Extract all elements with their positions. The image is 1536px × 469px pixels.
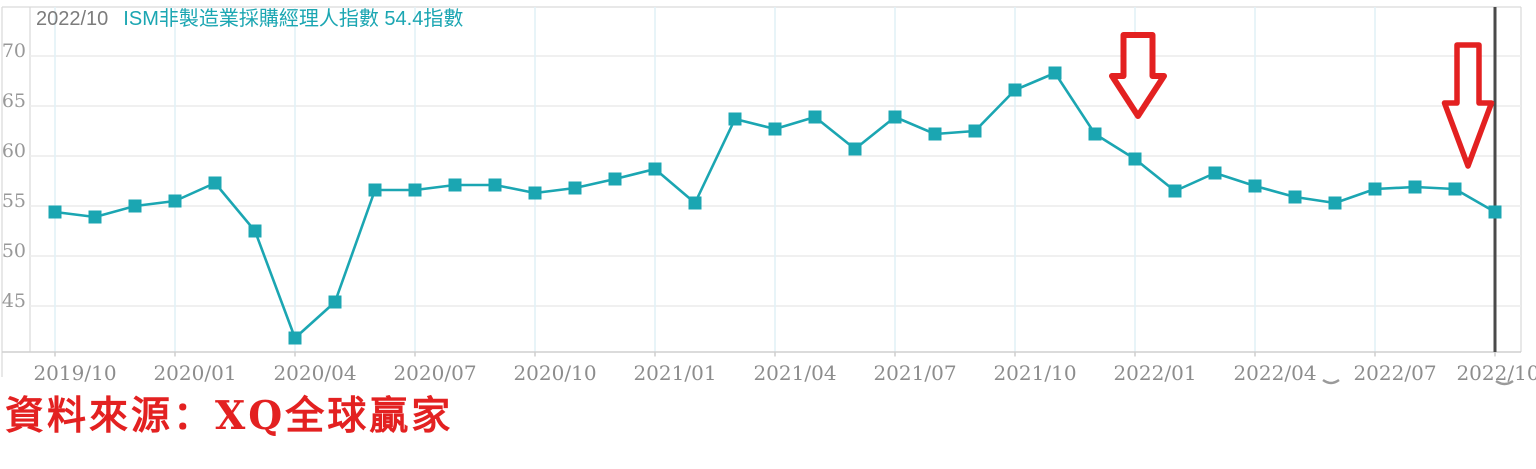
data-point-marker — [1488, 205, 1502, 219]
x-axis-label: 2021/10 — [993, 361, 1077, 385]
data-point-marker — [1208, 166, 1222, 180]
data-point-marker — [408, 183, 422, 197]
x-axis-label: 2022/07 — [1353, 361, 1437, 385]
y-axis-label: 55 — [1, 190, 26, 212]
data-point-marker — [968, 124, 982, 138]
data-point-marker — [848, 142, 862, 156]
x-axis-label: 2022/04 — [1233, 361, 1317, 385]
data-point-marker — [728, 112, 742, 126]
data-point-marker — [1328, 196, 1342, 210]
data-point-marker — [168, 194, 182, 208]
chart-title: ISM非製造業採購經理人指數 54.4指數 — [123, 8, 464, 30]
tick-underline-mark — [1495, 379, 1514, 386]
y-axis-label: 65 — [1, 90, 26, 112]
x-axis-label: 2019/10 — [33, 361, 117, 385]
data-point-marker — [808, 110, 822, 124]
down-arrow-annotation — [1441, 42, 1495, 169]
chart-date-label: 2022/10 — [36, 8, 109, 30]
data-point-marker — [1248, 179, 1262, 193]
data-point-marker — [568, 181, 582, 195]
data-point-marker — [1368, 182, 1382, 196]
data-point-marker — [88, 210, 102, 224]
data-point-marker — [328, 295, 342, 309]
data-point-marker — [1168, 184, 1182, 198]
data-point-marker — [528, 186, 542, 200]
x-axis-label: 2020/01 — [153, 361, 237, 385]
tick-underline-mark — [1322, 379, 1340, 385]
data-point-marker — [48, 205, 62, 219]
data-point-marker — [768, 122, 782, 136]
y-axis-label: 70 — [1, 40, 26, 62]
data-point-marker — [248, 224, 262, 238]
data-point-marker — [208, 176, 222, 190]
x-axis-label: 2022/01 — [1113, 361, 1197, 385]
data-point-marker — [648, 162, 662, 176]
x-axis-label: 2021/01 — [633, 361, 717, 385]
data-point-marker — [1088, 127, 1102, 141]
data-point-marker — [448, 178, 462, 192]
x-axis-label: 2022/10 — [1456, 361, 1536, 385]
data-point-marker — [888, 110, 902, 124]
down-arrow-annotation — [1109, 32, 1167, 119]
x-axis-label: 2021/04 — [753, 361, 837, 385]
chart-header: 2022/10 ISM非製造業採購經理人指數 54.4指數 — [36, 8, 463, 30]
data-point-marker — [928, 127, 942, 141]
data-point-marker — [488, 178, 502, 192]
data-point-marker — [128, 199, 142, 213]
x-axis-label: 2021/07 — [873, 361, 957, 385]
data-point-marker — [608, 172, 622, 186]
x-axis-label: 2020/10 — [513, 361, 597, 385]
data-point-marker — [1288, 190, 1302, 204]
y-axis-label: 45 — [1, 290, 26, 312]
x-axis-label: 2020/07 — [393, 361, 477, 385]
x-axis-label: 2020/04 — [273, 361, 357, 385]
data-point-marker — [1128, 152, 1142, 166]
y-axis-label: 50 — [1, 240, 26, 262]
data-point-marker — [1008, 83, 1022, 97]
data-point-marker — [1448, 182, 1462, 196]
data-point-marker — [1408, 180, 1422, 194]
source-attribution: 資料來源：XQ全球贏家 — [5, 393, 454, 439]
data-point-marker — [688, 196, 702, 210]
data-point-marker — [1048, 66, 1062, 80]
y-axis-label: 60 — [1, 140, 26, 162]
data-point-marker — [288, 331, 302, 345]
data-point-marker — [368, 183, 382, 197]
